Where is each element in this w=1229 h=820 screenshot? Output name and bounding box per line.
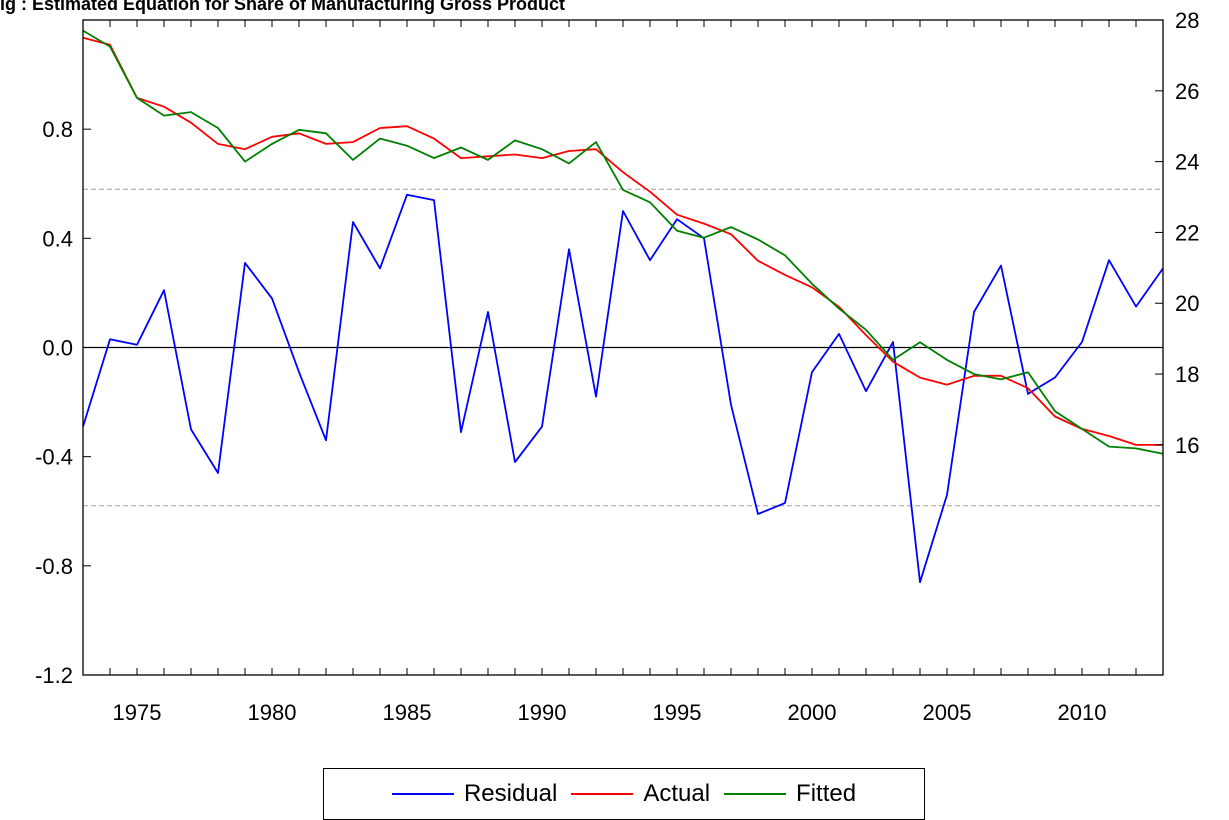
right-tick-label: 22 — [1175, 220, 1199, 245]
left-tick-label: 0.8 — [42, 117, 73, 142]
legend-label-actual: Actual — [643, 780, 711, 807]
legend: Residual Actual Fitted — [323, 768, 925, 820]
right-tick-label: 26 — [1175, 79, 1199, 104]
legend-label-residual: Residual — [463, 780, 558, 807]
chart-title: ig : Estimated Equation for Share of Man… — [0, 0, 566, 14]
x-tick-label: 1990 — [518, 700, 567, 725]
residual-actual-fitted-chart: 1975 1980 1985 1990 1995 2000 2005 2010 -1.2 -0.8… — [35, 8, 1199, 725]
right-tick-label: 24 — [1175, 150, 1199, 175]
right-tick-label: 20 — [1175, 291, 1199, 316]
left-tick-label: -0.4 — [35, 445, 73, 470]
left-tick-label: 0.4 — [42, 226, 73, 251]
left-tick-label: 0.0 — [42, 336, 73, 361]
right-tick-label: 16 — [1175, 433, 1199, 458]
right-tick-label: 18 — [1175, 362, 1199, 387]
legend-item-residual: Residual — [391, 780, 558, 808]
series-lines — [82, 29, 1164, 584]
series-line-fitted — [82, 29, 1164, 455]
x-tick-label: 2000 — [788, 700, 837, 725]
legend-item-actual: Actual — [571, 780, 710, 808]
series-line-actual — [82, 36, 1163, 446]
left-tick-label: -0.8 — [35, 554, 73, 579]
legend-label-fitted: Fitted — [796, 780, 857, 807]
x-tick-label: 2005 — [923, 700, 972, 725]
legend-swatch-residual — [391, 793, 454, 795]
legend-swatch-actual — [571, 793, 634, 795]
x-tick-label: 1985 — [383, 700, 432, 725]
right-tick-label: 28 — [1175, 8, 1199, 33]
x-tick-label: 1975 — [113, 700, 162, 725]
x-tick-label: 2010 — [1058, 700, 1107, 725]
series-line-residual — [82, 193, 1164, 584]
x-tick-label: 1995 — [653, 700, 702, 725]
left-tick-label: -1.2 — [35, 663, 73, 688]
legend-item-fitted: Fitted — [724, 780, 856, 808]
axis-ticks: 1975 1980 1985 1990 1995 2000 2005 2010 -1.2 -0.8… — [35, 8, 1199, 725]
legend-swatch-fitted — [724, 793, 787, 795]
x-tick-label: 1980 — [248, 700, 297, 725]
